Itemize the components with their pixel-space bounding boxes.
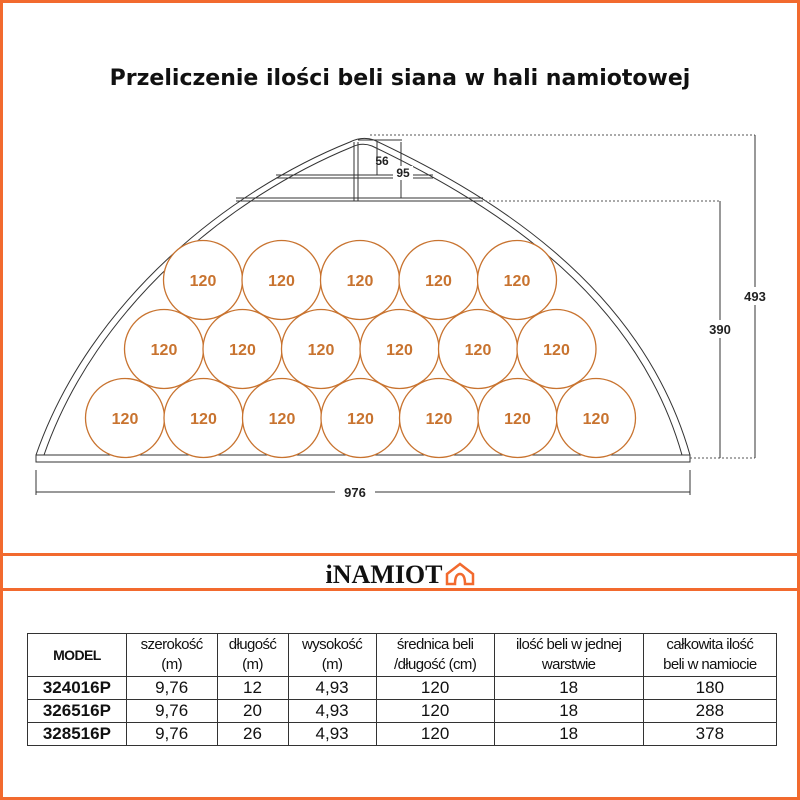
bale-label: 120 [583,411,610,428]
bale-label: 120 [229,342,256,359]
column-header: długość (m) [216,633,289,677]
dim-wall-height: 390 [709,322,731,337]
table-cell: 288 [642,699,778,723]
model-cell: 324016P [27,676,127,700]
model-cell: 326516P [27,699,127,723]
table-cell: 180 [642,676,778,700]
table-cell: 20 [216,699,289,723]
table-cell: 120 [375,699,495,723]
column-header: MODEL [27,633,127,677]
header-line: MODEL [53,647,101,663]
column-header: ilość beli w jednej warstwie [493,633,644,677]
column-header: wysokość (m) [287,633,377,677]
header-line: (m) [321,656,343,673]
bale-label: 120 [269,411,296,428]
header-line: wysokość [301,636,363,653]
bale-label: 120 [426,411,453,428]
bale-label: 120 [347,411,374,428]
table-cell: 9,76 [125,699,218,723]
bale-label: 120 [112,411,139,428]
table-cell: 18 [493,676,644,700]
divider-bottom [0,588,800,591]
table-cell: 4,93 [287,722,377,746]
dim-truss-small: 56 [375,154,389,168]
table-cell: 120 [375,722,495,746]
bale-label: 120 [504,273,531,290]
bale-label: 120 [347,273,374,290]
table-cell: 12 [216,676,289,700]
table-cell: 18 [493,699,644,723]
dim-total-height: 493 [744,289,766,304]
bale-label: 120 [308,342,335,359]
page-title: Przeliczenie ilości beli siana w hali na… [109,66,691,91]
logo: iNAMIOT [0,560,800,590]
header-line: beli w namiocie [663,656,757,673]
table-row: 326516P 9,76 20 4,93 120 18 288 [27,699,778,723]
models-table: MODEL szerokość (m) długość (m) wysokość (m) śr… [27,633,778,746]
column-header: szerokość (m) [125,633,218,677]
header-line: całkowita ilość [666,636,754,653]
tent-arch-inner [43,143,683,456]
bale-label: 120 [190,273,217,290]
column-header: średnica beli/długość (cm) [375,633,495,677]
bale-label: 120 [151,342,178,359]
header-line: (m) [242,656,263,673]
bale-label: 120 [465,342,492,359]
hay-bale [476,239,558,321]
bale-label: 120 [425,273,452,290]
header-line: ilość beli w jednej [515,636,622,653]
header-line: warstwie [541,656,596,673]
tent-arch-outer [35,137,691,456]
bale-label: 120 [504,411,531,428]
hay-bale [516,308,597,390]
header-line: średnica beli [396,636,474,653]
table-cell: 18 [493,722,644,746]
header-line: (m) [161,656,182,673]
table-row: 324016P 9,76 12 4,93 120 18 180 [27,676,778,700]
table-cell: 378 [642,722,778,746]
hay-bale [555,377,637,459]
tent-house-icon [445,562,474,586]
divider-top [0,553,800,556]
bale-label: 120 [190,411,217,428]
table-cell: 120 [375,676,495,700]
header-line: długość [228,636,277,653]
table-cell: 26 [216,722,289,746]
table-cell: 4,93 [287,676,377,700]
dim-truss-large: 95 [396,166,410,180]
header-line: szerokość [140,636,204,653]
table-row: 328516P 9,76 26 4,93 120 18 378 [27,722,778,746]
header-line: /długość (cm) [394,656,477,673]
tent-diagram: 493 390 976 56 95 120 120 120 120 120 120 120 1… [35,134,766,500]
bale-label: 120 [386,342,413,359]
column-header: całkowita ilość beli w namiocie [642,633,778,677]
model-cell: 328516P [27,722,127,746]
table-cell: 9,76 [125,676,218,700]
bale-label: 120 [268,273,295,290]
table-cell: 4,93 [287,699,377,723]
dim-width: 976 [344,485,366,500]
bale-label: 120 [543,342,570,359]
table-cell: 9,76 [125,722,218,746]
